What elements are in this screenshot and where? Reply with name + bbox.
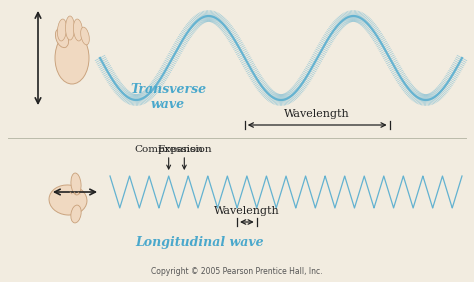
Text: Copyright © 2005 Pearson Prentice Hall, Inc.: Copyright © 2005 Pearson Prentice Hall, … xyxy=(151,267,323,276)
Ellipse shape xyxy=(55,28,69,48)
Text: Wavelength: Wavelength xyxy=(214,206,280,216)
Ellipse shape xyxy=(65,16,74,40)
Ellipse shape xyxy=(73,19,82,41)
Ellipse shape xyxy=(49,185,87,215)
Text: Expansion: Expansion xyxy=(157,145,211,154)
Ellipse shape xyxy=(55,32,89,84)
Ellipse shape xyxy=(71,205,81,223)
Ellipse shape xyxy=(71,173,81,195)
Text: Longitudinal wave: Longitudinal wave xyxy=(136,236,264,249)
Ellipse shape xyxy=(57,19,66,41)
Text: Transverse
wave: Transverse wave xyxy=(130,83,206,111)
Text: Compression: Compression xyxy=(134,145,203,154)
Ellipse shape xyxy=(81,27,89,45)
Text: Wavelength: Wavelength xyxy=(284,109,350,119)
